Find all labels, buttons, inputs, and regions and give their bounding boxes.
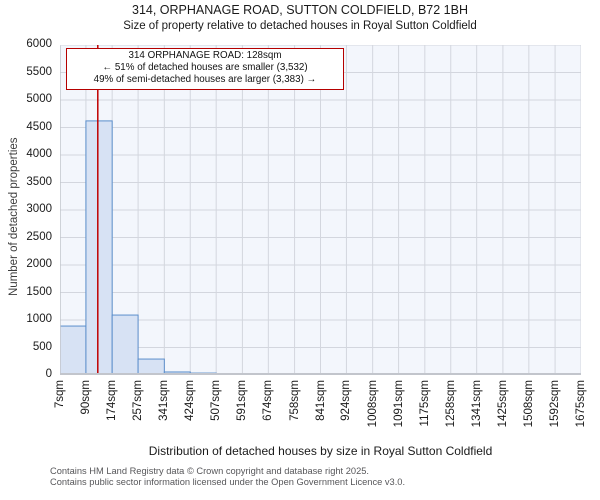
bar [111,314,139,375]
y-tick-label: 4000 [26,148,52,160]
histogram-canvas [60,45,581,375]
annotation-line-3: 49% of semi-detached houses are larger (… [93,74,317,86]
y-axis-title: Number of detached properties [8,137,20,296]
chart-title: 314, ORPHANAGE ROAD, SUTTON COLDFIELD, B… [132,3,468,17]
y-tick-label: 2000 [26,258,52,270]
y-tick-label: 5000 [26,93,52,105]
x-tick-label: 924sqm [340,380,353,421]
footer: Contains HM Land Registry data © Crown c… [50,466,405,487]
footer-line-1: Contains HM Land Registry data © Crown c… [50,466,369,476]
y-tick-label: 1000 [26,313,52,325]
y-tick-label: 0 [45,368,52,380]
x-tick-label: 1508sqm [522,380,535,428]
x-tick-label: 591sqm [236,380,249,421]
y-tick-label: 3000 [26,203,52,215]
x-tick-label: 341sqm [158,380,171,421]
x-tick-label: 174sqm [106,380,119,421]
y-tick-label: 4500 [26,120,52,133]
y-tick-label: 3500 [26,175,52,188]
x-tick-label: 1091sqm [392,380,405,428]
x-tick-label: 1425sqm [496,380,509,428]
plot-area: 314 ORPHANAGE ROAD: 128sqm ← 51% of deta… [60,45,581,375]
x-tick-label: 1675sqm [575,380,587,428]
annotation-line-2: ← 51% of detached houses are smaller (3,… [102,62,308,74]
y-tick-label: 5500 [26,65,52,78]
bar [85,120,113,375]
x-tick-label: 1341sqm [470,380,483,428]
x-tick-label: 424sqm [184,380,197,421]
x-tick-label: 841sqm [314,380,327,421]
y-tick-label: 500 [32,340,52,353]
x-tick-label: 1008sqm [366,380,379,428]
x-tick-label: 90sqm [79,380,92,415]
x-tick-label: 674sqm [262,380,275,421]
y-tick-label: 6000 [26,38,52,50]
x-tick-label: 7sqm [54,380,66,409]
bar [60,325,87,375]
x-tick-label: 758sqm [288,380,301,421]
chart-subtitle: Size of property relative to detached ho… [123,20,477,32]
annotation-line-1: 314 ORPHANAGE ROAD: 128sqm [128,50,282,61]
y-tick-label: 1500 [26,285,52,298]
bar [137,358,165,375]
x-axis-title: Distribution of detached houses by size … [148,444,493,458]
x-tick-label: 257sqm [132,380,145,421]
footer-line-2: Contains public sector information licen… [50,476,406,487]
x-tick-label: 1175sqm [418,380,431,427]
x-tick-label: 1258sqm [444,380,457,428]
y-tick-label: 2500 [26,230,52,243]
x-tick-label: 1592sqm [549,380,562,428]
annotation-box: 314 ORPHANAGE ROAD: 128sqm ← 51% of deta… [66,48,344,90]
x-tick-label: 507sqm [210,380,223,421]
